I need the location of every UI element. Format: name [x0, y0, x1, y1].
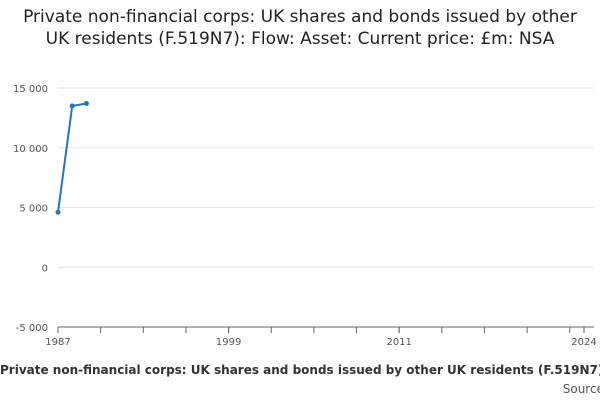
y-tick-label: -5 000: [16, 323, 48, 334]
x-tick-label: 1999: [216, 337, 241, 348]
series-line: [57, 102, 87, 213]
data-point[interactable]: [83, 101, 89, 107]
y-tick-label: 10 000: [13, 144, 48, 155]
x-axis-labels: 1987 1999 2011 2024: [45, 337, 596, 348]
series: [55, 101, 89, 215]
x-axis-title: Private non-financial corps: UK shares a…: [0, 363, 600, 381]
x-tick-label: 2011: [386, 337, 411, 348]
source-label: Source:: [562, 382, 600, 396]
gridlines: [58, 87, 594, 328]
y-axis-labels: -5 000 0 5 000 10 000 15 000: [13, 84, 48, 334]
data-point[interactable]: [55, 209, 61, 215]
y-tick-label: 15 000: [13, 84, 48, 95]
x-tick-label: 2024: [571, 337, 596, 348]
y-tick-label: 5 000: [19, 204, 48, 215]
data-point[interactable]: [69, 103, 75, 109]
x-tick-label: 1987: [45, 337, 70, 348]
x-axis-title-text: Private non-financial corps: UK shares a…: [0, 363, 600, 377]
x-axis: [57, 326, 594, 333]
chart-title: Private non-financial corps: UK shares a…: [23, 7, 577, 49]
y-tick-label: 0: [42, 263, 48, 274]
